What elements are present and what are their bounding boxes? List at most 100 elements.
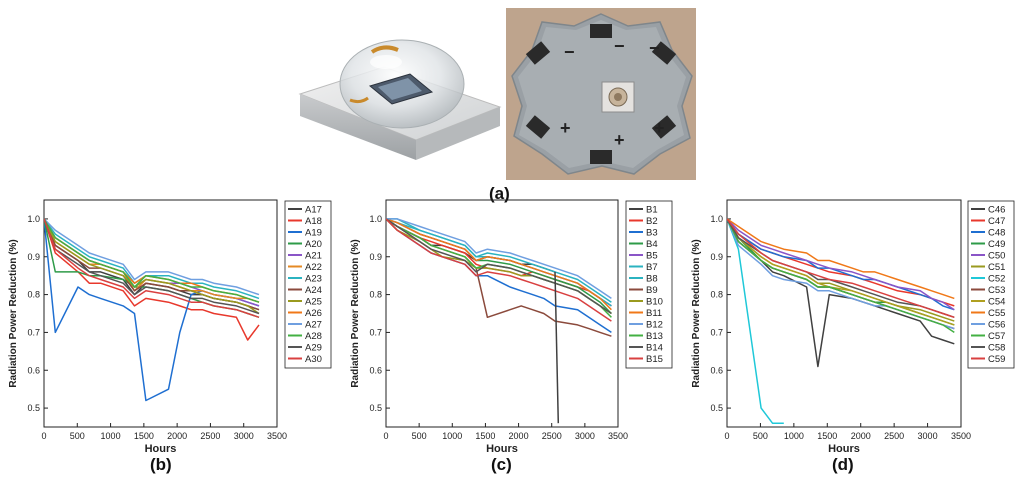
x-tick-label: 1000 bbox=[101, 431, 121, 441]
x-tick-label: 3000 bbox=[575, 431, 595, 441]
y-tick-label: 0.6 bbox=[369, 365, 382, 375]
legend-box bbox=[967, 200, 1015, 369]
y-tick-label: 0.6 bbox=[710, 365, 723, 375]
x-tick-label: 500 bbox=[412, 431, 427, 441]
x-tick-label: 1500 bbox=[134, 431, 154, 441]
series-line-A28 bbox=[44, 218, 260, 303]
board-mark-plus-3: + bbox=[654, 118, 665, 138]
plot-frame bbox=[43, 199, 278, 428]
series-line-A30 bbox=[44, 218, 260, 319]
x-tick-label: 3500 bbox=[267, 431, 287, 441]
legend-entry: C46 bbox=[988, 205, 1005, 216]
legend-entry: B5 bbox=[646, 251, 658, 262]
y-tick-label: 0.7 bbox=[369, 327, 382, 337]
series-line-C59 bbox=[727, 218, 955, 319]
series-line-A25 bbox=[44, 218, 260, 315]
legend-entry: B2 bbox=[646, 216, 658, 227]
legend-entry: B10 bbox=[646, 297, 663, 308]
x-tick-label: 3000 bbox=[234, 431, 254, 441]
legend-entry: A21 bbox=[305, 251, 322, 262]
led-package-photo bbox=[298, 39, 502, 160]
series-dropout-B1 bbox=[554, 271, 560, 424]
x-axis-label: Hours bbox=[145, 443, 177, 455]
x-axis-label: Hours bbox=[828, 443, 860, 455]
x-tick-label: 500 bbox=[753, 431, 768, 441]
y-axis-label: Radiation Power Reduction (%) bbox=[691, 239, 702, 387]
legend-entry: C51 bbox=[988, 262, 1005, 273]
series-line-C50 bbox=[727, 218, 955, 311]
y-tick-label: 0.7 bbox=[710, 327, 723, 337]
legend-entry: B9 bbox=[646, 285, 658, 296]
series-line-C58 bbox=[727, 218, 955, 319]
x-tick-label: 0 bbox=[724, 431, 729, 441]
x-tick-label: 1000 bbox=[784, 431, 804, 441]
legend-entry: C59 bbox=[988, 354, 1005, 365]
solder-pad bbox=[590, 150, 612, 164]
x-tick-label: 0 bbox=[383, 431, 388, 441]
series-line-C54 bbox=[727, 218, 955, 326]
y-tick-label: 0.5 bbox=[369, 403, 382, 413]
x-tick-label: 3500 bbox=[951, 431, 971, 441]
legend-entry: A30 bbox=[305, 354, 322, 365]
legend-entry: C58 bbox=[988, 343, 1005, 354]
solder-pad bbox=[651, 115, 677, 139]
y-tick-label: 0.5 bbox=[710, 403, 723, 413]
series-line-C48 bbox=[727, 218, 955, 311]
series-line-C57 bbox=[727, 218, 955, 334]
x-tick-label: 1500 bbox=[475, 431, 495, 441]
board-mark-minus-3: − bbox=[649, 38, 660, 58]
legend-entry: C48 bbox=[988, 228, 1005, 239]
legend-entry: C57 bbox=[988, 331, 1005, 342]
series-line-A19 bbox=[44, 218, 260, 402]
legend-entry: A18 bbox=[305, 216, 322, 227]
legend-entry: B12 bbox=[646, 320, 663, 331]
y-axis-label: Radiation Power Reduction (%) bbox=[350, 239, 361, 387]
legend-entry: C55 bbox=[988, 308, 1005, 319]
series-line-B11 bbox=[386, 218, 612, 311]
legend-entry: A28 bbox=[305, 331, 322, 342]
solder-pad bbox=[590, 24, 612, 38]
chart-c: 0 500 1000 1500 2000 2500 3000 3500 0.5 0.6 0.7 0.8… bbox=[350, 199, 673, 455]
plot-frame bbox=[385, 199, 619, 428]
x-tick-label: 0 bbox=[41, 431, 46, 441]
y-tick-label: 1.0 bbox=[27, 214, 40, 224]
legend-entry: A25 bbox=[305, 297, 322, 308]
led-star-board-photo: − − − + + + bbox=[506, 8, 696, 180]
panel-label-c: (c) bbox=[491, 455, 512, 474]
panel-label-d: (d) bbox=[832, 455, 854, 474]
series-line-A29 bbox=[44, 218, 260, 315]
series-line-B9 bbox=[386, 218, 612, 337]
legend-entry: A26 bbox=[305, 308, 322, 319]
y-tick-label: 0.9 bbox=[710, 252, 723, 262]
legend-entry: B3 bbox=[646, 228, 658, 239]
y-tick-label: 0.8 bbox=[27, 290, 40, 300]
legend-entry: C50 bbox=[988, 251, 1005, 262]
x-tick-label: 2000 bbox=[167, 431, 187, 441]
board-mark-minus-2: − bbox=[614, 36, 625, 56]
board-mark-minus-1: − bbox=[564, 42, 575, 62]
legend-entry: A24 bbox=[305, 285, 322, 296]
x-axis-label: Hours bbox=[486, 443, 518, 455]
series-line-B14 bbox=[386, 218, 612, 315]
y-tick-label: 1.0 bbox=[369, 214, 382, 224]
x-tick-label: 500 bbox=[70, 431, 85, 441]
plot-frame bbox=[726, 199, 962, 428]
y-tick-label: 0.8 bbox=[710, 290, 723, 300]
y-tick-label: 1.0 bbox=[710, 214, 723, 224]
legend-entry: B4 bbox=[646, 239, 658, 250]
y-tick-label: 0.9 bbox=[369, 252, 382, 262]
series-lines bbox=[386, 218, 612, 424]
legend-entry: B15 bbox=[646, 354, 663, 365]
legend-entry: B13 bbox=[646, 331, 663, 342]
chart-b: 0 500 1000 1500 2000 2500 3000 3500 0.5 0.6 0.7 0.8… bbox=[8, 199, 332, 455]
series-lines bbox=[727, 218, 955, 424]
series-line-C52 bbox=[727, 218, 784, 424]
legend-entry: B8 bbox=[646, 274, 658, 285]
legend-entry: A19 bbox=[305, 228, 322, 239]
legend-entry: C54 bbox=[988, 297, 1005, 308]
legend-entry: B11 bbox=[646, 308, 662, 319]
series-line-C55 bbox=[727, 218, 955, 300]
y-tick-label: 0.7 bbox=[27, 327, 40, 337]
